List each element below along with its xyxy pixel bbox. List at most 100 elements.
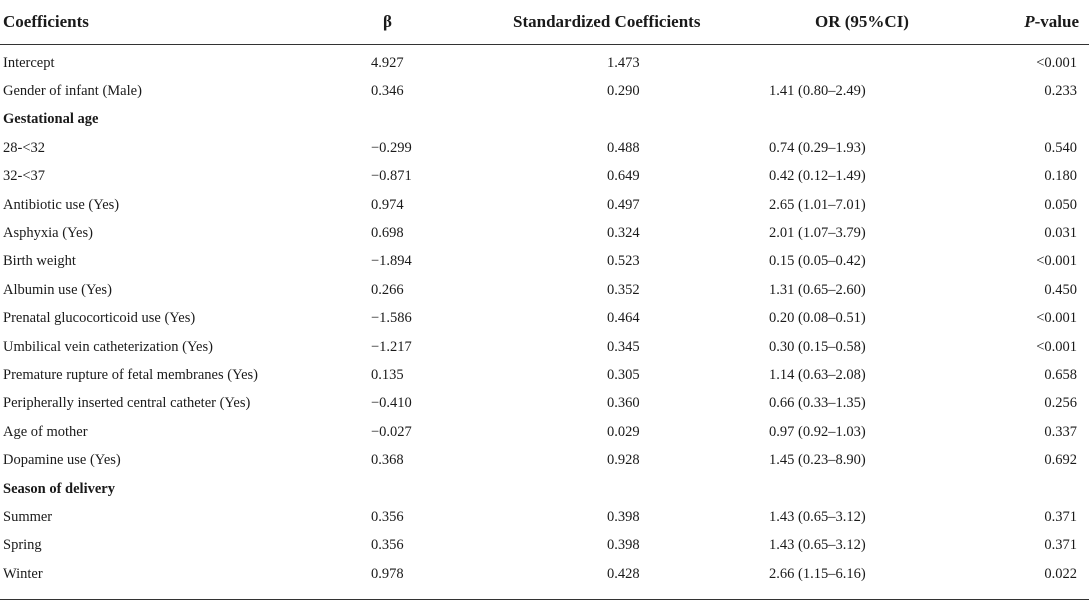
cell-odds-ratio: 0.42 (0.12–1.49)	[769, 168, 866, 185]
header-p-value: P-value	[963, 0, 1089, 45]
cell-coefficient-name: Premature rupture of fetal membranes (Ye…	[3, 366, 259, 383]
cell-beta: 0.698	[371, 225, 404, 242]
table-row: Birth weight −1.894 0.523 0.15 (0.05–0.42) <…	[0, 248, 1089, 276]
cell-standardized-coefficient: 0.649	[607, 168, 640, 185]
cell-beta: 0.368	[371, 452, 404, 469]
header-p-letter: P	[1024, 12, 1035, 31]
cell-odds-ratio: 1.45 (0.23–8.90)	[769, 452, 866, 469]
cell-coefficient-name: Spring	[3, 537, 42, 554]
cell-coefficient-name: 32-<37	[3, 168, 46, 185]
cell-beta: −1.217	[371, 338, 412, 355]
cell-odds-ratio: 0.74 (0.29–1.93)	[769, 139, 866, 156]
header-p-suffix: -value	[1034, 12, 1079, 31]
section-label: Gestational age	[3, 111, 99, 128]
table-row: Peripherally inserted central catheter (…	[0, 390, 1089, 418]
cell-p-value: 0.371	[1044, 537, 1077, 554]
cell-standardized-coefficient: 0.464	[607, 310, 640, 327]
cell-p-value: <0.001	[1036, 54, 1077, 71]
cell-odds-ratio: 1.43 (0.65–3.12)	[769, 508, 866, 525]
cell-beta: −0.027	[371, 423, 412, 440]
cell-coefficient-name: Asphyxia (Yes)	[3, 225, 93, 242]
cell-p-value: 0.256	[1044, 395, 1077, 412]
header-standardized-coefficients: Standardized Coefficients	[513, 0, 708, 45]
cell-coefficient-name: Albumin use (Yes)	[3, 281, 112, 298]
header-odds-ratio: OR (95%CI)	[735, 0, 963, 45]
cell-standardized-coefficient: 0.488	[607, 139, 640, 156]
cell-coefficient-name: Antibiotic use (Yes)	[3, 196, 120, 213]
cell-standardized-coefficient: 0.428	[607, 565, 640, 582]
cell-p-value: 0.540	[1044, 139, 1077, 156]
cell-p-value: 0.022	[1044, 565, 1077, 582]
cell-odds-ratio: 2.65 (1.01–7.01)	[769, 196, 866, 213]
section-header-row: Gestational age	[0, 106, 1089, 134]
cell-standardized-coefficient: 0.352	[607, 281, 640, 298]
regression-coefficients-table: Coefficients β Standardized Coefficients…	[0, 0, 1089, 589]
table-row: Umbilical vein catheterization (Yes) −1.2…	[0, 333, 1089, 361]
cell-beta: 0.356	[371, 537, 404, 554]
cell-odds-ratio: 0.30 (0.15–0.58)	[769, 338, 866, 355]
table-row: Age of mother −0.027 0.029 0.97 (0.92–1.03)…	[0, 418, 1089, 446]
cell-coefficient-name: Dopamine use (Yes)	[3, 452, 121, 469]
table-header: Coefficients β Standardized Coefficients…	[0, 0, 1089, 45]
table-row: Prenatal glucocorticoid use (Yes) −1.586 0…	[0, 305, 1089, 333]
cell-p-value: 0.050	[1044, 196, 1077, 213]
cell-odds-ratio: 0.15 (0.05–0.42)	[769, 253, 866, 270]
cell-standardized-coefficient: 0.497	[607, 196, 640, 213]
cell-odds-ratio: 2.01 (1.07–3.79)	[769, 225, 866, 242]
table-row: Albumin use (Yes) 0.266 0.352 1.31 (0.65–2.…	[0, 276, 1089, 304]
cell-standardized-coefficient: 0.324	[607, 225, 640, 242]
cell-beta: 4.927	[371, 54, 404, 71]
cell-beta: 0.266	[371, 281, 404, 298]
cell-p-value: 0.658	[1044, 366, 1077, 383]
table-row: 28-<32 −0.299 0.488 0.74 (0.29–1.93) 0.540	[0, 134, 1089, 162]
cell-standardized-coefficient: 0.290	[607, 83, 640, 100]
table-row: Antibiotic use (Yes) 0.974 0.497 2.65 (1.01…	[0, 191, 1089, 219]
cell-coefficient-name: Intercept	[3, 54, 55, 71]
cell-odds-ratio: 1.31 (0.65–2.60)	[769, 281, 866, 298]
cell-coefficient-name: Birth weight	[3, 253, 76, 270]
cell-p-value: <0.001	[1036, 338, 1077, 355]
cell-standardized-coefficient: 0.305	[607, 366, 640, 383]
cell-coefficient-name: Prenatal glucocorticoid use (Yes)	[3, 310, 196, 327]
cell-beta: 0.974	[371, 196, 404, 213]
table-row: Asphyxia (Yes) 0.698 0.324 2.01 (1.07–3.79)…	[0, 219, 1089, 247]
cell-beta: −0.410	[371, 395, 412, 412]
cell-beta: 0.978	[371, 565, 404, 582]
cell-p-value: 0.337	[1044, 423, 1077, 440]
cell-coefficient-name: Peripherally inserted central catheter (…	[3, 395, 251, 412]
header-coefficients: Coefficients	[0, 0, 340, 45]
table-body: Intercept 4.927 1.473 <0.001 Gender of infan…	[0, 45, 1089, 589]
cell-beta: −0.299	[371, 139, 412, 156]
cell-p-value: 0.371	[1044, 508, 1077, 525]
table-bottom-rule	[0, 599, 1089, 600]
cell-beta: 0.346	[371, 83, 404, 100]
cell-coefficient-name: Summer	[3, 508, 53, 525]
table-row: 32-<37 −0.871 0.649 0.42 (0.12–1.49) 0.180	[0, 163, 1089, 191]
cell-coefficient-name: Age of mother	[3, 423, 88, 440]
table-row: Intercept 4.927 1.473 <0.001	[0, 49, 1089, 77]
table-row: Summer 0.356 0.398 1.43 (0.65–3.12) 0.371	[0, 503, 1089, 531]
cell-odds-ratio: 2.66 (1.15–6.16)	[769, 565, 866, 582]
cell-odds-ratio: 0.20 (0.08–0.51)	[769, 310, 866, 327]
table-row: Winter 0.978 0.428 2.66 (1.15–6.16) 0.022	[0, 560, 1089, 588]
section-label: Season of delivery	[3, 480, 115, 497]
cell-p-value: 0.031	[1044, 225, 1077, 242]
cell-standardized-coefficient: 0.398	[607, 537, 640, 554]
cell-coefficient-name: Gender of infant (Male)	[3, 83, 142, 100]
table-row: Gender of infant (Male) 0.346 0.290 1.41 (0…	[0, 77, 1089, 105]
cell-standardized-coefficient: 0.345	[607, 338, 640, 355]
cell-standardized-coefficient: 0.398	[607, 508, 640, 525]
table-row: Dopamine use (Yes) 0.368 0.928 1.45 (0.23–8…	[0, 446, 1089, 474]
cell-p-value: 0.450	[1044, 281, 1077, 298]
cell-standardized-coefficient: 1.473	[607, 54, 640, 71]
cell-p-value: <0.001	[1036, 310, 1077, 327]
cell-beta: 0.135	[371, 366, 404, 383]
cell-standardized-coefficient: 0.360	[607, 395, 640, 412]
header-row: Coefficients β Standardized Coefficients…	[0, 0, 1089, 45]
cell-odds-ratio	[735, 49, 963, 77]
cell-coefficient-name: Umbilical vein catheterization (Yes)	[3, 338, 213, 355]
cell-p-value: 0.692	[1044, 452, 1077, 469]
cell-odds-ratio: 1.43 (0.65–3.12)	[769, 537, 866, 554]
cell-standardized-coefficient: 0.523	[607, 253, 640, 270]
cell-odds-ratio: 0.66 (0.33–1.35)	[769, 395, 866, 412]
